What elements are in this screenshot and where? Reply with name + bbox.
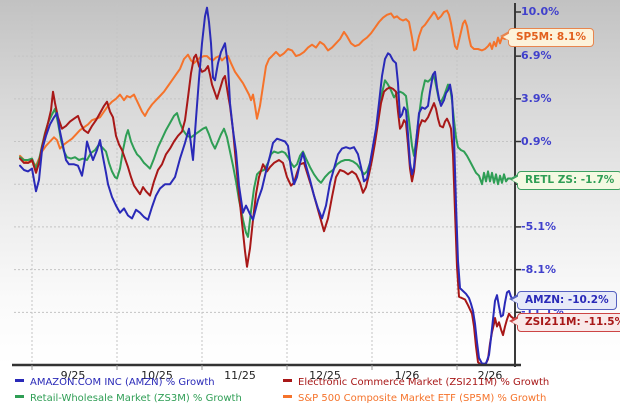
- callout-zsi211m-text: ZSI211M: -11.5%: [525, 315, 620, 328]
- callout-arrow-icon: [503, 32, 510, 41]
- legend-label: S&P 500 Composite Market ETF (SP5M) % Gr…: [298, 393, 547, 404]
- legend-item-amzn: AMAZON.COM INC (AMZN) % Growth: [15, 377, 215, 388]
- callout-sp5m: SP5M: 8.1%: [500, 27, 594, 47]
- x-axis-tick-label: 11/25: [224, 369, 256, 382]
- callout-arrow-icon: [512, 175, 519, 184]
- callout-amzn: AMZN: -10.2%: [509, 290, 617, 310]
- y-axis-tick-label: 6.9%: [521, 49, 552, 63]
- legend-label: Retail-Wholesale Market (ZS3M) % Growth: [30, 393, 242, 404]
- callout-arrow-icon: [512, 295, 519, 304]
- legend-item-zs3m: Retail-Wholesale Market (ZS3M) % Growth: [15, 393, 242, 404]
- series-line-zsi211m: [19, 53, 514, 366]
- x-axis-tick-label: 2/26: [477, 369, 503, 382]
- callout-retl-zs: RETL ZS: -1.7%: [509, 170, 620, 190]
- x-axis-tick-label: 12/25: [309, 369, 341, 382]
- y-axis-tick-label: 0.9%: [521, 134, 552, 148]
- x-axis-tick-label: 9/25: [60, 369, 86, 382]
- series-line-amzn: [19, 6, 514, 365]
- series-line-sp5m: [19, 9, 506, 167]
- legend-line-swatch: [283, 379, 292, 382]
- callout-zsi211m: ZSI211M: -11.5%: [509, 312, 620, 332]
- legend-line-swatch: [15, 379, 24, 382]
- callout-amzn-text: AMZN: -10.2%: [525, 293, 609, 306]
- legend-item-sp5m: S&P 500 Composite Market ETF (SP5M) % Gr…: [283, 393, 546, 404]
- y-axis-tick-label: -8.1%: [521, 262, 557, 276]
- callout-arrow-icon: [512, 317, 519, 326]
- chart-legend: AMAZON.COM INC (AMZN) % Growth Electroni…: [0, 372, 620, 416]
- legend-item-zsi211m: Electronic Commerce Market (ZSI211M) % G…: [283, 377, 549, 388]
- legend-label: AMAZON.COM INC (AMZN) % Growth: [30, 377, 215, 388]
- x-axis-tick-label: 1/26: [394, 369, 420, 382]
- legend-label: Electronic Commerce Market (ZSI211M) % G…: [298, 377, 550, 388]
- callout-retl-zs-text: RETL ZS: -1.7%: [525, 173, 615, 186]
- y-axis-tick-label: 10.0%: [521, 5, 560, 18]
- callout-sp5m-text: SP5M: 8.1%: [516, 30, 586, 43]
- legend-line-swatch: [283, 395, 292, 398]
- x-axis-tick-label: 10/25: [141, 369, 173, 382]
- y-axis-tick-label: 3.9%: [521, 91, 552, 105]
- y-axis-tick-label: -5.1%: [521, 219, 557, 233]
- legend-line-swatch: [15, 395, 24, 398]
